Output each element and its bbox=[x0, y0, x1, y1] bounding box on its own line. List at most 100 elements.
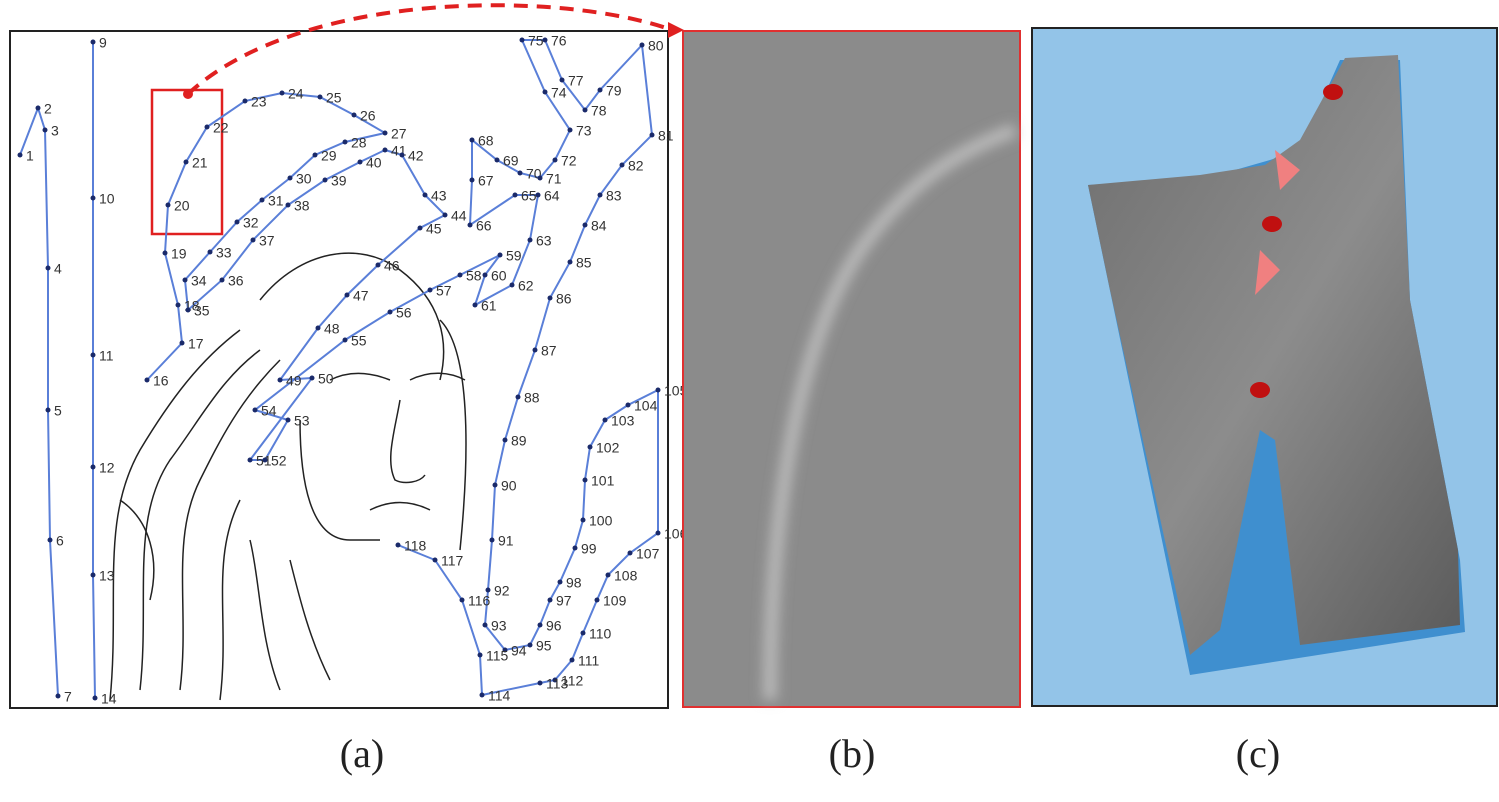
point bbox=[479, 692, 485, 698]
point-label: 85 bbox=[576, 255, 592, 271]
red-arrows bbox=[1255, 150, 1300, 295]
line-art bbox=[109, 252, 467, 701]
point-label: 10 bbox=[99, 191, 115, 207]
point-label: 54 bbox=[261, 403, 277, 419]
point bbox=[547, 295, 553, 301]
point bbox=[42, 127, 48, 133]
point bbox=[252, 407, 258, 413]
point bbox=[542, 37, 548, 43]
point-label: 5 bbox=[54, 403, 62, 419]
point bbox=[90, 39, 96, 45]
point bbox=[532, 347, 538, 353]
point-label: 60 bbox=[491, 268, 507, 284]
point bbox=[489, 537, 495, 543]
point bbox=[459, 597, 465, 603]
point-label: 23 bbox=[251, 94, 267, 110]
point-label: 50 bbox=[318, 371, 334, 387]
point bbox=[515, 394, 521, 400]
point bbox=[395, 542, 401, 548]
point-label: 32 bbox=[243, 215, 259, 231]
point bbox=[317, 94, 323, 100]
terrain-surface bbox=[1088, 55, 1460, 655]
point bbox=[572, 545, 578, 551]
point-label: 114 bbox=[488, 688, 511, 704]
point bbox=[482, 272, 488, 278]
point-label: 48 bbox=[324, 321, 340, 337]
zoom-arrow bbox=[186, 3, 673, 96]
point bbox=[537, 622, 543, 628]
point bbox=[639, 42, 645, 48]
point bbox=[527, 237, 533, 243]
point-label: 55 bbox=[351, 333, 367, 349]
point bbox=[477, 652, 483, 658]
point bbox=[602, 417, 608, 423]
point-label: 61 bbox=[481, 298, 497, 314]
point-label: 115 bbox=[486, 648, 509, 664]
point bbox=[262, 457, 268, 463]
point bbox=[594, 597, 600, 603]
point-label: 45 bbox=[426, 221, 442, 237]
point-label: 65 bbox=[521, 188, 537, 204]
point-label: 44 bbox=[451, 208, 467, 224]
point-label: 88 bbox=[524, 390, 540, 406]
point-label: 66 bbox=[476, 218, 492, 234]
point bbox=[342, 337, 348, 343]
point bbox=[351, 112, 357, 118]
point-label: 29 bbox=[321, 148, 337, 164]
point bbox=[597, 87, 603, 93]
caption: (b) bbox=[829, 731, 876, 776]
point bbox=[387, 309, 393, 315]
point bbox=[537, 680, 543, 686]
point-label: 47 bbox=[353, 288, 369, 304]
point bbox=[92, 695, 98, 701]
point-label: 31 bbox=[268, 193, 284, 209]
point bbox=[342, 139, 348, 145]
point bbox=[207, 249, 213, 255]
point-label: 43 bbox=[431, 188, 447, 204]
point bbox=[344, 292, 350, 298]
point bbox=[427, 287, 433, 293]
point-label: 113 bbox=[546, 676, 569, 692]
point bbox=[382, 130, 388, 136]
point bbox=[502, 647, 508, 653]
point bbox=[567, 127, 573, 133]
point-label: 46 bbox=[384, 258, 400, 274]
point bbox=[587, 444, 593, 450]
point-label: 79 bbox=[606, 83, 622, 99]
point-label: 105 bbox=[664, 383, 688, 399]
point bbox=[144, 377, 150, 383]
point-label: 1 bbox=[26, 148, 34, 164]
point-label: 100 bbox=[589, 513, 613, 529]
point-label: 111 bbox=[578, 653, 599, 669]
point-label: 101 bbox=[591, 473, 615, 489]
point-label: 81 bbox=[658, 128, 674, 144]
point-label: 64 bbox=[544, 188, 560, 204]
point-label: 38 bbox=[294, 198, 310, 214]
point bbox=[165, 202, 171, 208]
point bbox=[162, 250, 168, 256]
point bbox=[182, 277, 188, 283]
point bbox=[605, 572, 611, 578]
point bbox=[432, 557, 438, 563]
point-label: 41 bbox=[391, 143, 407, 159]
point bbox=[312, 152, 318, 158]
point bbox=[179, 340, 185, 346]
point-label: 17 bbox=[188, 336, 204, 352]
point bbox=[309, 375, 315, 381]
point bbox=[422, 192, 428, 198]
point-label: 93 bbox=[491, 618, 507, 634]
point bbox=[655, 530, 661, 536]
point-label: 103 bbox=[611, 413, 635, 429]
point-label: 62 bbox=[518, 278, 534, 294]
point-label: 117 bbox=[441, 553, 464, 569]
point bbox=[627, 550, 633, 556]
point-label: 57 bbox=[436, 283, 452, 299]
point-label: 63 bbox=[536, 233, 552, 249]
point-label: 34 bbox=[191, 273, 207, 289]
point-label: 102 bbox=[596, 440, 620, 456]
point-label: 33 bbox=[216, 245, 232, 261]
point-label: 95 bbox=[536, 638, 552, 654]
point-label: 22 bbox=[213, 120, 229, 136]
point bbox=[90, 195, 96, 201]
point bbox=[649, 132, 655, 138]
